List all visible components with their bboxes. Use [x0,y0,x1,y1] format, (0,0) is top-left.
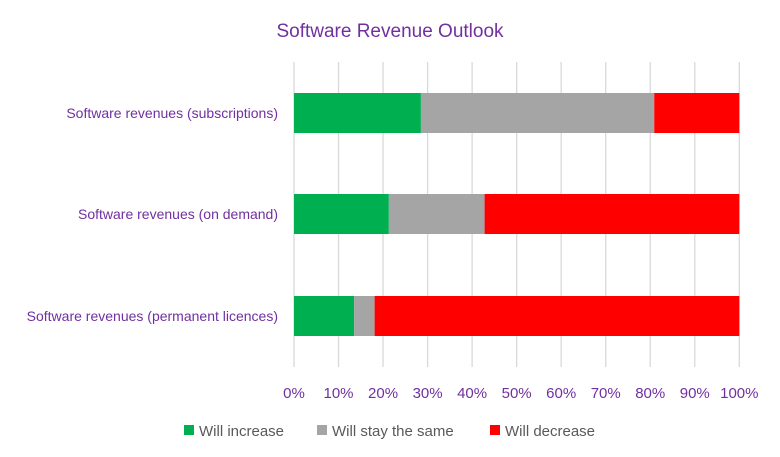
bar-segment [374,296,740,336]
x-tick-label: 100% [720,385,758,402]
x-tick-label: 40% [457,385,487,402]
bar-segment [388,194,485,234]
x-tick-label: 0% [283,385,305,402]
bar-segment [294,93,421,133]
chart-title: Software Revenue Outlook [276,21,504,42]
legend-label: Will stay the same [332,423,454,440]
bar-segment [354,296,375,336]
category-label: Software revenues (permanent licences) [27,308,278,324]
bar-segment [294,194,389,234]
x-tick-label: 90% [680,385,710,402]
legend: Will increase Will stay the same Will decr… [184,423,595,440]
bar-segment [294,296,355,336]
legend-swatch [184,425,194,435]
bar-segment [484,194,740,234]
category-label: Software revenues (subscriptions) [66,105,278,121]
x-tick-label: 80% [635,385,665,402]
legend-swatch [490,425,500,435]
bars [294,93,740,336]
x-tick-labels: 0% 10% 20% 30% 40% 50% 60% 70% 80% 90% 100% [283,385,758,402]
x-tick-label: 10% [324,385,354,402]
x-tick-label: 30% [413,385,443,402]
legend-swatch [317,425,327,435]
legend-label: Will increase [199,423,284,440]
bar-segment [654,93,740,133]
x-tick-label: 60% [546,385,576,402]
x-tick-label: 50% [502,385,532,402]
x-tick-label: 20% [368,385,398,402]
legend-label: Will decrease [505,423,595,440]
x-tick-label: 70% [591,385,621,402]
bar-segment [420,93,655,133]
category-labels: Software revenues (subscriptions) Softwar… [27,105,278,324]
category-label: Software revenues (on demand) [78,206,278,222]
